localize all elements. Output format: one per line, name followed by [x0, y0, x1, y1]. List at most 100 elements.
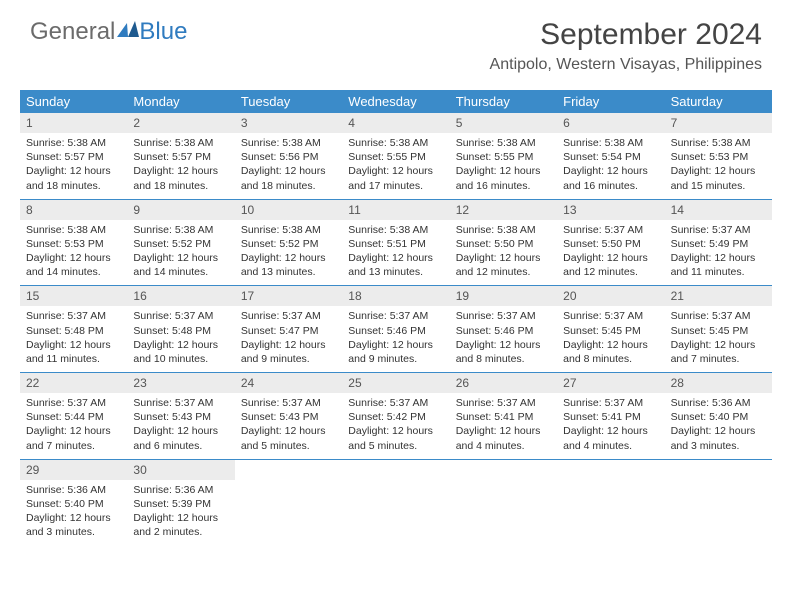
day-body: Sunrise: 5:36 AMSunset: 5:39 PMDaylight:…	[127, 480, 234, 546]
sunset-text: Sunset: 5:48 PM	[26, 324, 121, 338]
daylight-text: Daylight: 12 hours and 3 minutes.	[671, 424, 766, 452]
calendar: Sunday Monday Tuesday Wednesday Thursday…	[20, 90, 772, 545]
calendar-week: 15Sunrise: 5:37 AMSunset: 5:48 PMDayligh…	[20, 286, 772, 373]
sunrise-text: Sunrise: 5:37 AM	[348, 309, 443, 323]
sunset-text: Sunset: 5:52 PM	[133, 237, 228, 251]
calendar-day: 25Sunrise: 5:37 AMSunset: 5:42 PMDayligh…	[342, 373, 449, 459]
location-text: Antipolo, Western Visayas, Philippines	[490, 56, 762, 74]
day-body: Sunrise: 5:38 AMSunset: 5:57 PMDaylight:…	[20, 133, 127, 199]
calendar-day: 29Sunrise: 5:36 AMSunset: 5:40 PMDayligh…	[20, 460, 127, 546]
sunrise-text: Sunrise: 5:37 AM	[26, 309, 121, 323]
daylight-text: Daylight: 12 hours and 18 minutes.	[241, 164, 336, 192]
sunset-text: Sunset: 5:43 PM	[133, 410, 228, 424]
sunrise-text: Sunrise: 5:37 AM	[456, 309, 551, 323]
sunset-text: Sunset: 5:56 PM	[241, 150, 336, 164]
day-body: Sunrise: 5:38 AMSunset: 5:55 PMDaylight:…	[450, 133, 557, 199]
calendar-day	[450, 460, 557, 546]
title-block: September 2024 Antipolo, Western Visayas…	[490, 18, 762, 74]
day-number: 22	[20, 373, 127, 393]
calendar-day	[235, 460, 342, 546]
calendar-day: 11Sunrise: 5:38 AMSunset: 5:51 PMDayligh…	[342, 200, 449, 286]
day-body: Sunrise: 5:37 AMSunset: 5:48 PMDaylight:…	[127, 306, 234, 372]
day-body: Sunrise: 5:38 AMSunset: 5:53 PMDaylight:…	[20, 220, 127, 286]
calendar-day: 5Sunrise: 5:38 AMSunset: 5:55 PMDaylight…	[450, 113, 557, 199]
day-number: 25	[342, 373, 449, 393]
calendar-day: 28Sunrise: 5:36 AMSunset: 5:40 PMDayligh…	[665, 373, 772, 459]
daylight-text: Daylight: 12 hours and 14 minutes.	[133, 251, 228, 279]
sunset-text: Sunset: 5:55 PM	[456, 150, 551, 164]
weekday-header: Friday	[557, 90, 664, 113]
sunrise-text: Sunrise: 5:37 AM	[671, 223, 766, 237]
sunset-text: Sunset: 5:40 PM	[26, 497, 121, 511]
sunrise-text: Sunrise: 5:38 AM	[241, 223, 336, 237]
day-body: Sunrise: 5:38 AMSunset: 5:57 PMDaylight:…	[127, 133, 234, 199]
day-number: 20	[557, 286, 664, 306]
day-body: Sunrise: 5:38 AMSunset: 5:52 PMDaylight:…	[127, 220, 234, 286]
sunrise-text: Sunrise: 5:38 AM	[456, 136, 551, 150]
sunrise-text: Sunrise: 5:38 AM	[26, 136, 121, 150]
sunset-text: Sunset: 5:43 PM	[241, 410, 336, 424]
calendar-day: 19Sunrise: 5:37 AMSunset: 5:46 PMDayligh…	[450, 286, 557, 372]
weekday-header: Saturday	[665, 90, 772, 113]
daylight-text: Daylight: 12 hours and 13 minutes.	[241, 251, 336, 279]
day-number: 7	[665, 113, 772, 133]
day-body: Sunrise: 5:37 AMSunset: 5:43 PMDaylight:…	[235, 393, 342, 459]
sunset-text: Sunset: 5:42 PM	[348, 410, 443, 424]
sunset-text: Sunset: 5:53 PM	[26, 237, 121, 251]
sunrise-text: Sunrise: 5:37 AM	[348, 396, 443, 410]
sunrise-text: Sunrise: 5:38 AM	[26, 223, 121, 237]
sunset-text: Sunset: 5:46 PM	[456, 324, 551, 338]
day-number: 27	[557, 373, 664, 393]
weekday-header: Monday	[127, 90, 234, 113]
daylight-text: Daylight: 12 hours and 13 minutes.	[348, 251, 443, 279]
sunrise-text: Sunrise: 5:36 AM	[133, 483, 228, 497]
day-body: Sunrise: 5:37 AMSunset: 5:43 PMDaylight:…	[127, 393, 234, 459]
sunset-text: Sunset: 5:47 PM	[241, 324, 336, 338]
day-number: 11	[342, 200, 449, 220]
daylight-text: Daylight: 12 hours and 17 minutes.	[348, 164, 443, 192]
day-number: 17	[235, 286, 342, 306]
day-number: 13	[557, 200, 664, 220]
day-body: Sunrise: 5:37 AMSunset: 5:49 PMDaylight:…	[665, 220, 772, 286]
calendar-day: 30Sunrise: 5:36 AMSunset: 5:39 PMDayligh…	[127, 460, 234, 546]
day-body: Sunrise: 5:38 AMSunset: 5:56 PMDaylight:…	[235, 133, 342, 199]
calendar-day: 23Sunrise: 5:37 AMSunset: 5:43 PMDayligh…	[127, 373, 234, 459]
calendar-day: 10Sunrise: 5:38 AMSunset: 5:52 PMDayligh…	[235, 200, 342, 286]
daylight-text: Daylight: 12 hours and 16 minutes.	[563, 164, 658, 192]
logo: General Blue	[30, 18, 187, 46]
day-number: 28	[665, 373, 772, 393]
sunset-text: Sunset: 5:55 PM	[348, 150, 443, 164]
sunset-text: Sunset: 5:50 PM	[456, 237, 551, 251]
day-number: 19	[450, 286, 557, 306]
calendar-day: 8Sunrise: 5:38 AMSunset: 5:53 PMDaylight…	[20, 200, 127, 286]
day-number: 21	[665, 286, 772, 306]
calendar-day	[342, 460, 449, 546]
calendar-day: 13Sunrise: 5:37 AMSunset: 5:50 PMDayligh…	[557, 200, 664, 286]
day-body: Sunrise: 5:37 AMSunset: 5:48 PMDaylight:…	[20, 306, 127, 372]
daylight-text: Daylight: 12 hours and 10 minutes.	[133, 338, 228, 366]
weekday-header: Thursday	[450, 90, 557, 113]
day-body: Sunrise: 5:38 AMSunset: 5:52 PMDaylight:…	[235, 220, 342, 286]
sunrise-text: Sunrise: 5:38 AM	[133, 223, 228, 237]
day-number: 18	[342, 286, 449, 306]
sunrise-text: Sunrise: 5:37 AM	[241, 309, 336, 323]
sunset-text: Sunset: 5:50 PM	[563, 237, 658, 251]
weekday-header: Sunday	[20, 90, 127, 113]
calendar-day: 14Sunrise: 5:37 AMSunset: 5:49 PMDayligh…	[665, 200, 772, 286]
sunset-text: Sunset: 5:41 PM	[563, 410, 658, 424]
weeks-container: 1Sunrise: 5:38 AMSunset: 5:57 PMDaylight…	[20, 113, 772, 545]
daylight-text: Daylight: 12 hours and 3 minutes.	[26, 511, 121, 539]
calendar-day: 6Sunrise: 5:38 AMSunset: 5:54 PMDaylight…	[557, 113, 664, 199]
sunrise-text: Sunrise: 5:37 AM	[671, 309, 766, 323]
sunrise-text: Sunrise: 5:38 AM	[456, 223, 551, 237]
sunrise-text: Sunrise: 5:37 AM	[563, 223, 658, 237]
day-number: 1	[20, 113, 127, 133]
day-body: Sunrise: 5:38 AMSunset: 5:50 PMDaylight:…	[450, 220, 557, 286]
day-body: Sunrise: 5:36 AMSunset: 5:40 PMDaylight:…	[665, 393, 772, 459]
calendar-day	[665, 460, 772, 546]
sunrise-text: Sunrise: 5:37 AM	[133, 396, 228, 410]
calendar-day: 1Sunrise: 5:38 AMSunset: 5:57 PMDaylight…	[20, 113, 127, 199]
calendar-day: 3Sunrise: 5:38 AMSunset: 5:56 PMDaylight…	[235, 113, 342, 199]
sunrise-text: Sunrise: 5:38 AM	[241, 136, 336, 150]
day-number: 29	[20, 460, 127, 480]
